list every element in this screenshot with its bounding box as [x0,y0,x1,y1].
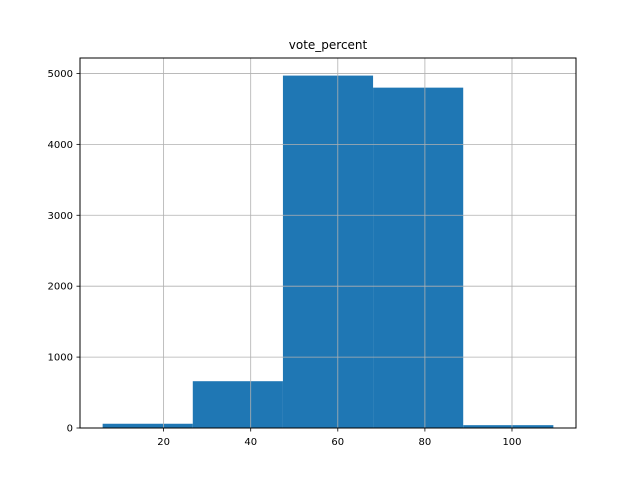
bar-4 [463,425,554,428]
y-tick-label-1: 1000 [48,353,73,364]
chart-title: vote_percent [289,38,368,52]
x-tick-label-3: 80 [419,437,432,448]
plot-frame [79,57,577,429]
bars-layer [102,75,554,429]
x-tick-label-2: 60 [331,437,344,448]
y-tick-label-2: 2000 [48,282,73,293]
y-tick-label-4: 4000 [48,140,73,151]
bar-1 [192,381,283,428]
bar-2 [282,75,374,429]
y-tick-label-3: 3000 [48,211,73,222]
x-tick-label-1: 40 [244,437,257,448]
y-tick-label-0: 0 [67,424,73,435]
bar-0 [102,423,193,428]
x-tick-label-4: 100 [502,437,521,448]
x-tick-label-0: 20 [157,437,170,448]
bar-3 [373,87,464,428]
y-tick-label-5: 5000 [48,69,73,80]
